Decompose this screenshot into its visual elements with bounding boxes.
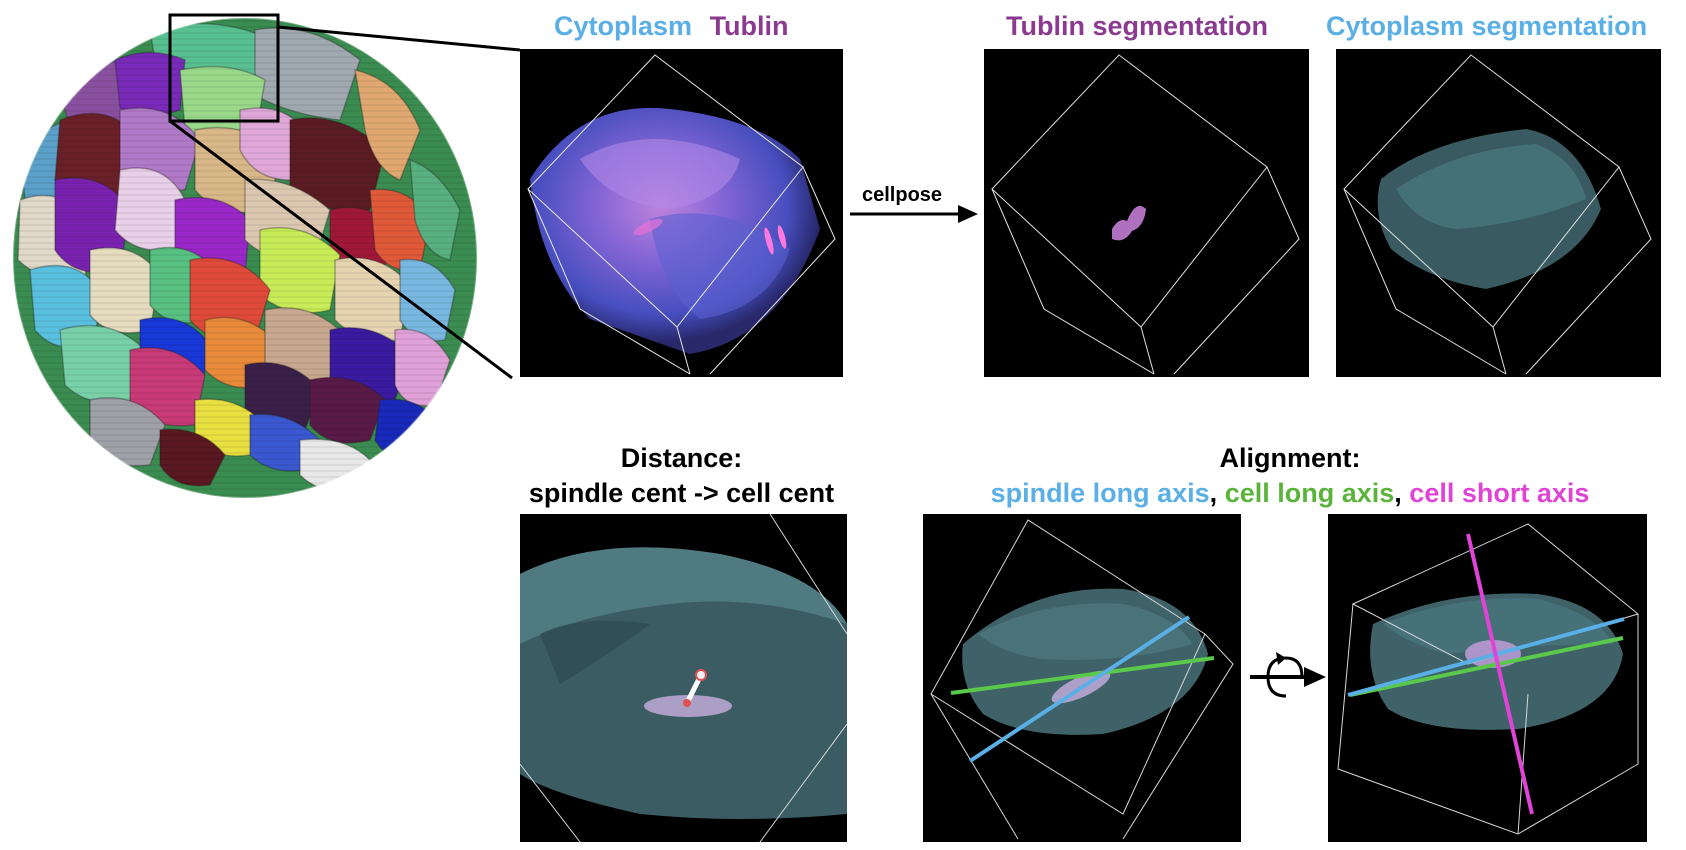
alignment-title: Alignment: bbox=[1219, 443, 1361, 473]
alignment-view2-panel bbox=[1328, 514, 1647, 842]
distance-subtitle: spindle cent -> cell cent bbox=[528, 478, 835, 508]
embryo-segmentation-image bbox=[0, 0, 521, 500]
zoom-connector-bottom bbox=[169, 119, 513, 380]
cellpose-arrow-icon bbox=[850, 202, 980, 226]
legend-cell-long-axis: cell long axis bbox=[1224, 478, 1395, 508]
cytoplasm-label: Cytoplasm bbox=[554, 11, 693, 41]
cyto-seg-panel bbox=[1336, 49, 1661, 377]
alignment-view1-panel bbox=[923, 514, 1241, 842]
legend-spindle-long-axis: spindle long axis bbox=[990, 478, 1210, 508]
distance-title: Distance: bbox=[620, 443, 743, 473]
tubulin-label: Tublin bbox=[709, 11, 789, 41]
distance-panel bbox=[520, 514, 847, 842]
legend-separator: , bbox=[1209, 478, 1218, 508]
zoom-connector-top bbox=[277, 25, 521, 52]
raw-image-panel bbox=[520, 49, 843, 377]
legend-separator: , bbox=[1394, 478, 1402, 508]
cellpose-label: cellpose bbox=[862, 184, 943, 206]
tubulin-seg-panel bbox=[984, 49, 1309, 377]
legend-cell-short-axis: cell short axis bbox=[1409, 478, 1590, 508]
alignment-legend: spindle long axis, cell long axis, cell … bbox=[930, 477, 1650, 509]
raw-label-cytoplasm: Cytoplasm Tublin bbox=[554, 10, 789, 42]
cyto-seg-label: Cytoplasm segmentation bbox=[1326, 11, 1648, 41]
rotation-arrow-icon bbox=[1250, 650, 1330, 710]
tubulin-seg-label: Tublin segmentation bbox=[1006, 11, 1268, 41]
zoom-box bbox=[168, 13, 280, 123]
